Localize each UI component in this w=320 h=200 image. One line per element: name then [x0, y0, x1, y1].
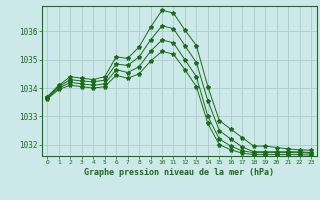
X-axis label: Graphe pression niveau de la mer (hPa): Graphe pression niveau de la mer (hPa)	[84, 168, 274, 177]
